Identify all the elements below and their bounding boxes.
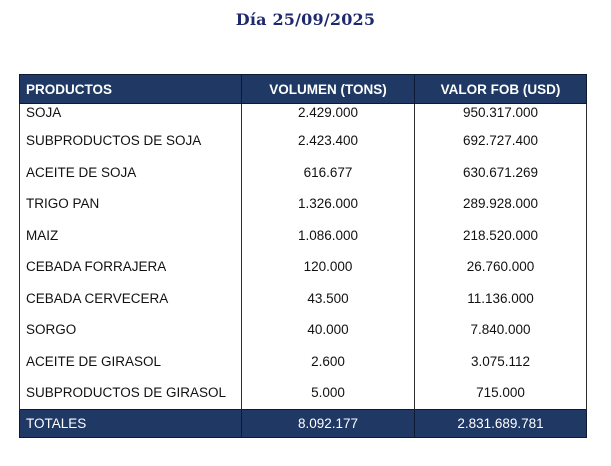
product-value: 715.000 <box>414 377 587 409</box>
product-volume: 2.423.400 <box>241 125 415 157</box>
product-value: 11.136.000 <box>414 282 587 314</box>
product-value: 950.317.000 <box>414 103 587 125</box>
product-volume: 5.000 <box>241 377 415 409</box>
table-row: CEBADA FORRAJERA 120.000 26.760.000 <box>19 251 587 283</box>
table-row: SUBPRODUCTOS DE GIRASOL 5.000 715.000 <box>19 377 587 409</box>
product-volume: 1.326.000 <box>241 188 415 220</box>
page-title: Día 25/09/2025 <box>235 10 376 29</box>
product-name: TRIGO PAN <box>19 188 242 220</box>
exports-table: PRODUCTOS VOLUMEN (TONS) VALOR FOB (USD)… <box>19 74 587 438</box>
product-value: 26.760.000 <box>414 251 587 283</box>
table-row: SORGO 40.000 7.840.000 <box>19 314 587 346</box>
product-value: 692.727.400 <box>414 125 587 157</box>
column-header-value: VALOR FOB (USD) <box>414 74 587 104</box>
product-volume: 616.677 <box>241 156 415 188</box>
product-volume: 40.000 <box>241 314 415 346</box>
table-row: MAIZ 1.086.000 218.520.000 <box>19 219 587 251</box>
column-header-volume: VOLUMEN (TONS) <box>241 74 415 104</box>
product-volume: 2.429.000 <box>241 103 415 125</box>
product-name: SORGO <box>19 314 242 346</box>
totals-label: TOTALES <box>19 408 242 438</box>
table-row: SUBPRODUCTOS DE SOJA 2.423.400 692.727.4… <box>19 125 587 157</box>
product-value: 7.840.000 <box>414 314 587 346</box>
table-row: ACEITE DE SOJA 616.677 630.671.269 <box>19 156 587 188</box>
table-header-row: PRODUCTOS VOLUMEN (TONS) VALOR FOB (USD) <box>19 74 587 104</box>
totals-volume: 8.092.177 <box>241 408 415 438</box>
product-name: SUBPRODUCTOS DE SOJA <box>19 125 242 157</box>
table-row: TRIGO PAN 1.326.000 289.928.000 <box>19 188 587 220</box>
table-row: CEBADA CERVECERA 43.500 11.136.000 <box>19 282 587 314</box>
product-name: SUBPRODUCTOS DE GIRASOL <box>19 377 242 409</box>
product-name: CEBADA CERVECERA <box>19 282 242 314</box>
product-value: 218.520.000 <box>414 219 587 251</box>
product-volume: 1.086.000 <box>241 219 415 251</box>
totals-row: TOTALES 8.092.177 2.831.689.781 <box>19 408 587 438</box>
product-volume: 120.000 <box>241 251 415 283</box>
product-volume: 43.500 <box>241 282 415 314</box>
table-row: ACEITE DE GIRASOL 2.600 3.075.112 <box>19 345 587 377</box>
product-name: ACEITE DE SOJA <box>19 156 242 188</box>
product-value: 630.671.269 <box>414 156 587 188</box>
product-name: ACEITE DE GIRASOL <box>19 345 242 377</box>
product-volume: 2.600 <box>241 345 415 377</box>
totals-value: 2.831.689.781 <box>414 408 587 438</box>
table-row: SOJA 2.429.000 950.317.000 <box>19 103 587 125</box>
product-name: SOJA <box>19 103 242 125</box>
product-name: MAIZ <box>19 219 242 251</box>
product-value: 289.928.000 <box>414 188 587 220</box>
product-value: 3.075.112 <box>414 345 587 377</box>
product-name: CEBADA FORRAJERA <box>19 251 242 283</box>
column-header-products: PRODUCTOS <box>19 74 242 104</box>
